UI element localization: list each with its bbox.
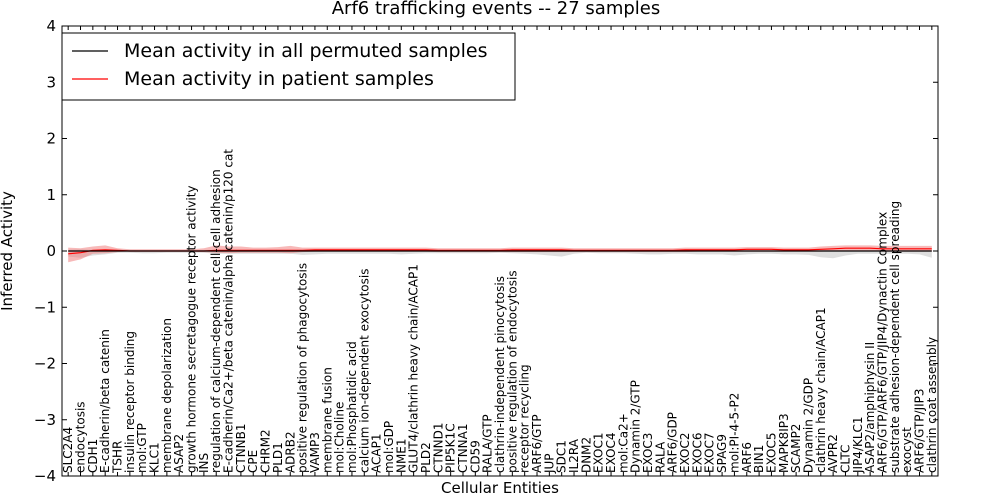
entity-label: MAPK8IP3 [777,413,791,473]
y-tick-label: −2 [34,355,56,373]
entity-label: growth hormone secretagogue receptor act… [185,185,199,472]
entity-label: CPE [246,450,260,473]
y-tick-label: −3 [34,411,56,429]
entity-label: CD59 [468,440,482,473]
entity-label: mol:GDP [382,421,396,473]
entity-label: NME1 [394,438,408,473]
entity-label: KLC1 [148,442,162,473]
entity-label: insulin receptor binding [123,331,137,473]
entity-label: membrane depolarization [160,318,174,473]
legend-label-permuted: Mean activity in all permuted samples [124,40,487,62]
entity-label: ARF6/GTP [530,414,544,473]
entity-label: PLD2 [419,442,433,473]
entity-label: PIP5K1C [444,423,458,473]
entity-label: mol:Choline [333,402,347,473]
entity-label: positive regulation of endocytosis [505,270,519,473]
entity-label: calcium ion-dependent exocytosis [357,269,371,474]
entity-label: regulation of calcium-dependent cell-cel… [209,169,223,473]
y-axis: −4 −3 −2 −1 0 1 2 3 4 [34,17,938,485]
entity-label: IL2RA [567,438,581,473]
y-tick-label: 4 [46,17,56,35]
chart-title: Arf6 trafficking events -- 27 samples [332,0,661,19]
entity-label: exocyst [900,427,914,473]
entity-label: CLTC [839,445,853,473]
entity-label: TSHR [111,441,125,474]
entity-label: CTNNA1 [456,423,470,473]
entity-label: EXOC6 [690,432,704,473]
entity-label: EXOC3 [641,433,655,474]
entity-label: EXOC7 [703,432,717,473]
entity-label: mol:Phosphatidic acid [345,341,359,473]
y-tick-label: 0 [46,242,56,260]
entity-label: INS [197,453,211,473]
entity-label: membrane fusion [320,367,334,473]
legend-box [61,32,516,101]
entity-label: positive regulation of phagocytosis [296,263,310,473]
y-tick-label: −1 [34,298,56,316]
entity-label: SDC1 [555,440,569,473]
entity-label: CTNND1 [431,422,445,473]
entity-label: endocytosis [74,401,88,473]
entity-label: receptor recycling [518,364,532,473]
entity-label: ARF6/GTP/JIP3 [913,388,927,473]
entity-label: Dynamin 2/GDP [802,378,816,473]
series-lines [68,247,932,255]
entity-label: AVPR2 [826,434,840,473]
entity-label: Dynamin 2/GTP [629,380,643,473]
entity-label: mol:GTP [135,423,149,473]
y-axis-label: Inferred Activity [0,191,16,311]
x-axis-label: Cellular Entities [441,479,559,497]
entity-label: PLD1 [271,442,285,473]
entity-label: CHRM2 [259,429,273,473]
entity-label: E-cadherin/beta catenin [98,329,112,473]
entity-label: SPAG9 [715,434,729,473]
entity-label: EXOC5 [764,432,778,473]
entity-label: CTNNB1 [234,423,248,473]
entity-label: ARF6/GDP [666,412,680,473]
entity-label: RALA [653,441,667,473]
entity-label: ADRB2 [283,431,297,473]
entity-label: VAMP3 [308,432,322,473]
entity-label: clathrin-independent pinocytosis [493,276,507,473]
legend: Mean activity in all permuted samples Me… [61,32,516,101]
entity-label: EXOC2 [678,433,692,474]
entity-label: substrate adhesion-dependent cell spread… [888,201,902,473]
entity-label: GLUT4/clathrin heavy chain/ACAP1 [407,264,421,473]
legend-label-patient: Mean activity in patient samples [124,68,434,90]
entity-label: ASAP2 [172,434,186,473]
entity-label: DNM2 [579,437,593,473]
entity-label: RALA/GTP [481,414,495,473]
entity-label: ARF6/GTP/ARF6/GTP/JIP4/Dynactin Complex [876,212,890,473]
entity-label: EXOC1 [592,432,606,473]
y-tick-label: 2 [46,130,56,148]
y-tick-label: 1 [46,186,56,204]
entity-label: JIP4/KLC1 [851,416,865,474]
y-tick-label: 3 [46,73,56,91]
entity-label: clathrin coat assembly [925,337,939,473]
entity-label: CDH1 [86,439,100,473]
entity-label: JUP [542,453,556,474]
entity-label: E-cadherin/Ca2+/beta catenin/alpha caten… [222,149,236,473]
entity-label: BIN1 [752,445,766,473]
entity-label: SCAMP2 [789,424,803,473]
entity-label: ARF6 [740,442,754,473]
x-axis-ticks [67,26,933,476]
entity-label: clathrin heavy chain/ACAP1 [814,307,828,473]
entity-label: ASAP2/amphiphysin II [863,342,877,473]
entity-label: ACAP1 [370,434,384,473]
entity-label: EXOC4 [604,432,618,473]
y-tick-label: −4 [34,467,56,485]
entity-label: mol:PI-4-5-P2 [727,393,741,473]
entity-label: mol:Ca2+ [616,413,630,473]
entity-label: SLC2A4 [61,427,75,473]
